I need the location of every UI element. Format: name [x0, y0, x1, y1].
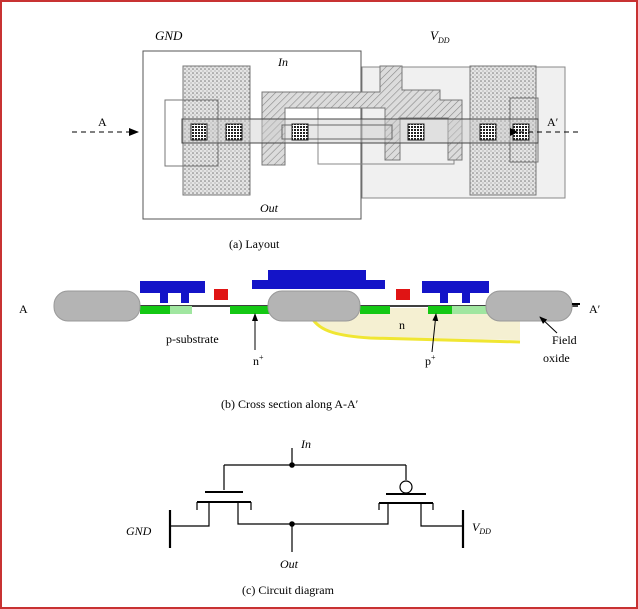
circuit-vdd-label: VDD: [472, 520, 491, 536]
wire-nmos-to-out: [237, 502, 389, 525]
field-oxide-pointer: [539, 316, 558, 334]
metal-pmos-gate: [422, 281, 489, 303]
layout-gnd-label: GND: [155, 28, 183, 43]
n-plus-diffusion: [230, 306, 270, 314]
cross-a-label: A: [19, 302, 28, 316]
metal-poly-bridge: [252, 270, 385, 289]
p-plus-diffusion: [360, 306, 390, 314]
p-plus-label: p+: [425, 353, 436, 368]
circuit-out-label: Out: [280, 557, 299, 571]
layout-contact: [190, 123, 208, 141]
layout-contact: [479, 123, 497, 141]
nwell-region: [312, 308, 520, 340]
layout-a-prime-label: A′: [547, 115, 559, 129]
pmos-inversion-bubble: [399, 480, 413, 494]
layout-contact: [291, 123, 309, 141]
layout-out-strip: [281, 124, 393, 140]
metal-nmos-gate: [140, 281, 205, 303]
contact-gate-right: [396, 289, 410, 300]
layout-outer-box: [142, 50, 362, 220]
n-plus-label: n+: [253, 353, 264, 368]
layout-in-label: In: [277, 55, 288, 69]
circuit-gnd-label: GND: [126, 524, 152, 538]
p-substrate-label: p-substrate: [166, 332, 219, 346]
layout-contact: [225, 123, 243, 141]
field-oxide-left: [53, 290, 141, 322]
layout-section-arrow-right: [510, 128, 518, 136]
oxide-label: oxide: [543, 351, 570, 365]
layout-caption: (a) Layout: [229, 237, 280, 251]
layout-vdd-label: VDD: [430, 28, 450, 45]
wire-pmos-to-vdd: [420, 503, 463, 527]
field-label: Field: [552, 333, 577, 347]
layout-poly-gate: [261, 65, 463, 166]
contact-gate-left: [214, 289, 228, 300]
cross-section-caption: (b) Cross section along A-A′: [221, 397, 359, 411]
cross-section-panel: A A′ p-substrate n+ n p+ Field oxide (b)…: [19, 270, 601, 411]
cross-a-prime-label: A′: [589, 302, 601, 316]
layout-panel: GND VDD In Out A A′ (a) Layout: [72, 28, 580, 251]
layout-n-active: [164, 99, 219, 167]
circuit-in-label: In: [300, 437, 311, 451]
layout-contact: [407, 123, 425, 141]
n-plus-diffusion: [140, 306, 170, 314]
wire-nmos-to-gnd: [170, 502, 210, 527]
nwell-label: n: [399, 318, 405, 332]
nwell-boundary: [310, 317, 521, 344]
n-plus-diffusion-lightly: [170, 306, 192, 314]
field-oxide-center: [267, 290, 361, 322]
layout-out-label: Out: [260, 201, 279, 215]
field-oxide-right: [485, 290, 573, 322]
p-plus-pointer: [431, 313, 439, 353]
circuit-labels: In GND Out VDD (c) Circuit diagram: [126, 437, 491, 597]
circuit-panel: [168, 448, 465, 552]
layout-a-label: A: [98, 115, 107, 129]
p-plus-diffusion-lightly: [452, 306, 488, 314]
p-plus-diffusion: [428, 306, 452, 314]
circuit-caption: (c) Circuit diagram: [242, 583, 335, 597]
